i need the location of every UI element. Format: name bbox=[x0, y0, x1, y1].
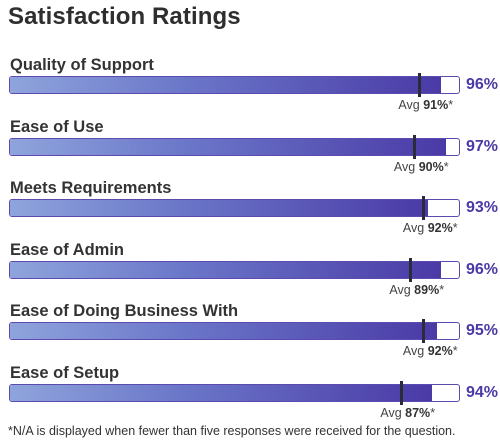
average-marker bbox=[408, 257, 412, 282]
rating-label: Ease of Admin bbox=[10, 240, 124, 259]
rating-label: Ease of Use bbox=[10, 117, 104, 136]
rating-row: Ease of Admin 96% Avg 89%* bbox=[0, 241, 500, 303]
average-marker bbox=[417, 73, 421, 97]
average-suffix: * bbox=[452, 221, 458, 236]
average-prefix: Avg bbox=[389, 282, 415, 297]
rating-bar bbox=[10, 138, 446, 155]
rating-row: Ease of Use 97% Avg 90%* bbox=[0, 118, 500, 180]
rating-row: Meets Requirements 93% Avg 92%* bbox=[0, 179, 500, 241]
rating-bar bbox=[10, 385, 433, 401]
average-value: 89% bbox=[414, 282, 440, 297]
average-prefix: Avg bbox=[402, 344, 428, 359]
average-value: 87% bbox=[405, 406, 431, 420]
average-label: Avg 92%* bbox=[403, 221, 458, 235]
rating-value-label: 97% bbox=[466, 137, 499, 155]
average-suffix: * bbox=[443, 159, 449, 174]
average-label: Avg 89%* bbox=[389, 283, 444, 297]
average-prefix: Avg bbox=[398, 98, 424, 112]
average-suffix: * bbox=[452, 344, 458, 359]
average-marker bbox=[413, 134, 417, 159]
average-marker bbox=[422, 319, 426, 344]
average-prefix: Avg bbox=[380, 406, 406, 420]
average-value: 92% bbox=[427, 221, 453, 236]
rating-bar bbox=[10, 323, 437, 340]
footnote: *N/A is displayed when fewer than five r… bbox=[8, 424, 456, 438]
average-value: 90% bbox=[418, 159, 444, 174]
page-title: Satisfaction Ratings bbox=[8, 3, 241, 30]
rating-row: Ease of Setup 94% Avg 87%* bbox=[0, 364, 500, 426]
rating-row: Ease of Doing Business With 95% Avg 92%* bbox=[0, 302, 500, 364]
average-suffix: * bbox=[439, 282, 445, 297]
average-label: Avg 91%* bbox=[398, 98, 453, 112]
average-marker bbox=[422, 196, 426, 221]
average-marker bbox=[399, 381, 403, 405]
rating-value-label: 96% bbox=[466, 76, 499, 93]
rating-label: Ease of Doing Business With bbox=[10, 302, 239, 321]
rating-bar-track bbox=[9, 384, 460, 402]
rating-value-label: 95% bbox=[466, 322, 499, 340]
average-label: Avg 87%* bbox=[380, 406, 435, 420]
rating-label: Meets Requirements bbox=[10, 179, 172, 198]
average-label: Avg 90%* bbox=[394, 160, 449, 174]
rating-label: Quality of Support bbox=[10, 56, 154, 74]
rating-row: Quality of Support 96% Avg 91%* bbox=[0, 56, 500, 118]
average-suffix: * bbox=[430, 406, 436, 420]
rating-bar bbox=[10, 77, 442, 93]
rating-bar-track bbox=[9, 260, 460, 279]
rating-label: Ease of Setup bbox=[10, 364, 120, 382]
rating-value-label: 93% bbox=[466, 199, 499, 217]
rating-bar-track bbox=[9, 137, 460, 156]
rating-bar bbox=[10, 200, 428, 217]
rating-bar bbox=[10, 261, 442, 278]
average-suffix: * bbox=[448, 98, 454, 112]
rating-value-label: 96% bbox=[466, 260, 499, 278]
rating-bar-track bbox=[9, 76, 460, 94]
average-prefix: Avg bbox=[402, 221, 428, 236]
rating-value-label: 94% bbox=[466, 384, 499, 401]
rating-bar-track bbox=[9, 322, 460, 341]
average-prefix: Avg bbox=[393, 159, 419, 174]
rating-bar-track bbox=[9, 199, 460, 218]
average-value: 91% bbox=[423, 98, 449, 112]
average-label: Avg 92%* bbox=[403, 344, 458, 358]
average-value: 92% bbox=[427, 344, 453, 359]
